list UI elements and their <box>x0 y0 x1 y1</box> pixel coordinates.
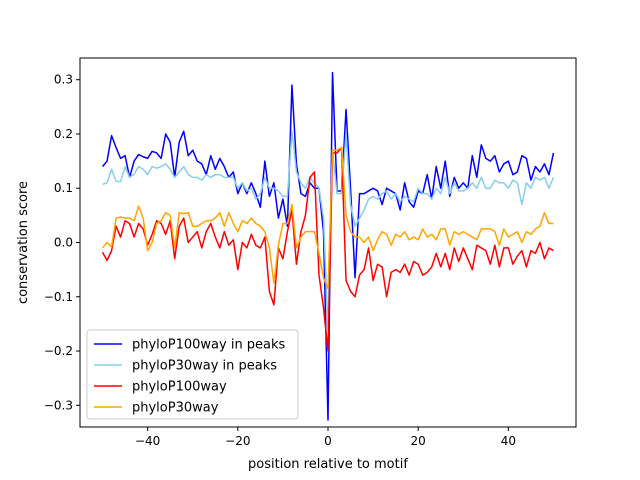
x-tick-label: 40 <box>501 434 516 448</box>
y-axis-label: conservation score <box>16 181 31 304</box>
y-tick-label: −0.2 <box>44 344 73 358</box>
x-tick-label: −20 <box>225 434 250 448</box>
legend-box <box>86 329 299 420</box>
y-tick-label: 0.2 <box>54 127 73 141</box>
x-axis: −40 −20 0 20 40 <box>135 427 516 448</box>
x-tick-label: −40 <box>135 434 160 448</box>
legend-label: phyloP100way in peaks <box>132 338 286 353</box>
x-axis-label: position relative to motif <box>248 457 408 472</box>
y-tick-label: −0.3 <box>44 398 73 412</box>
legend-label: phyloP30way <box>132 401 219 416</box>
series-line-phylop30way <box>101 146 554 290</box>
x-tick-label: 20 <box>411 434 426 448</box>
legend: phyloP100way in peaks phyloP30way in peak… <box>86 329 299 420</box>
y-tick-label: −0.1 <box>44 290 73 304</box>
legend-label: phyloP30way in peaks <box>132 359 277 374</box>
legend-label: phyloP100way <box>132 380 227 395</box>
series-layer <box>101 71 555 421</box>
series-line-phylop100way <box>101 146 554 352</box>
y-tick-label: 0.1 <box>54 181 73 195</box>
y-axis: −0.3 −0.2 −0.1 0.0 0.1 0.2 0.3 <box>44 73 80 412</box>
y-tick-label: 0.3 <box>54 73 73 87</box>
series-line-phylop100way-in-peaks <box>101 71 555 421</box>
x-tick-label: 0 <box>324 434 332 448</box>
y-tick-label: 0.0 <box>54 236 73 250</box>
